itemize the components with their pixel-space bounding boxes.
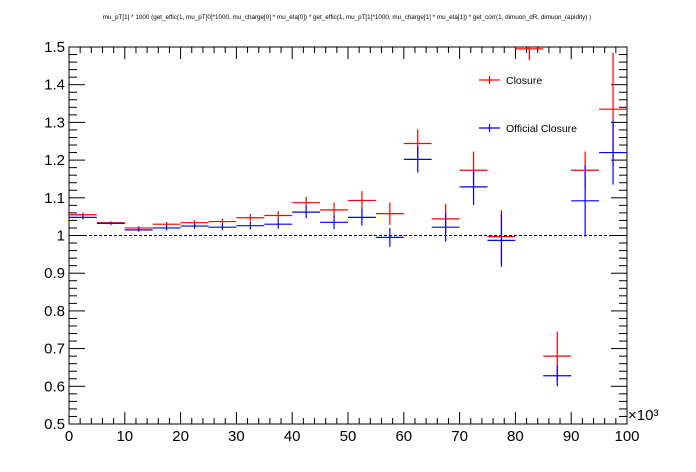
- legend-label-official-closure: Official Closure: [506, 123, 577, 135]
- x-tick-label: 60: [395, 428, 412, 445]
- data-point-official-closure: [96, 221, 125, 225]
- data-point-official-closure: [375, 227, 404, 247]
- y-tick-label: 1.4: [44, 77, 65, 94]
- data-point-closure: [348, 191, 376, 210]
- x-multiplier-label: ×10³: [628, 407, 658, 424]
- data-point-closure: [515, 47, 544, 61]
- chart-title: mu_pT[1] * 1000 (get_effic(1, mu_pT[0]*1…: [103, 14, 591, 21]
- data-point-official-closure: [431, 212, 460, 242]
- data-point-closure: [236, 214, 265, 222]
- x-tick-label: 10: [116, 428, 133, 445]
- x-tick-label: 30: [228, 428, 245, 445]
- y-tick-label: 1.3: [44, 114, 65, 131]
- data-point-official-closure: [320, 215, 348, 230]
- data-point-closure: [264, 210, 293, 221]
- data-point-official-closure: [348, 209, 376, 226]
- y-tick-label: 1.1: [44, 190, 65, 207]
- data-point-official-closure: [124, 227, 153, 232]
- data-point-official-closure: [487, 214, 516, 267]
- data-point-official-closure: [236, 221, 265, 230]
- y-tick-label: 0.8: [44, 303, 65, 320]
- plot-area: 0.5 0.6 0.7 0.8 0.9 1 1.1 1.2 1.3 1.4 1.5 0 10 20 30 40…: [44, 39, 639, 445]
- data-point-official-closure: [459, 168, 488, 205]
- data-point-official-closure: [599, 120, 627, 185]
- x-tick-label: 20: [172, 428, 189, 445]
- x-tick-label: 50: [340, 428, 357, 445]
- data-point-official-closure: [403, 146, 432, 173]
- x-tick-label: 100: [614, 428, 639, 445]
- data-point-official-closure: [208, 224, 237, 231]
- x-tick-label: 80: [507, 428, 524, 445]
- y-tick-label: 1.5: [44, 39, 65, 56]
- y-tick-label: 1: [57, 228, 65, 245]
- x-tick-label: 70: [451, 428, 468, 445]
- x-tick-label: 0: [65, 428, 73, 445]
- y-tick-label: 0.9: [44, 265, 65, 282]
- y-tick-label: 0.7: [44, 341, 65, 358]
- data-point-official-closure: [292, 206, 321, 219]
- data-point-closure: [375, 202, 404, 225]
- data-point-official-closure: [69, 215, 97, 220]
- x-tick-label: 90: [563, 428, 580, 445]
- y-tick-label: 1.2: [44, 152, 65, 169]
- y-tick-label: 0.5: [44, 416, 65, 433]
- data-point-closure: [208, 218, 237, 225]
- data-point-official-closure: [152, 225, 181, 231]
- data-point-official-closure: [264, 219, 293, 229]
- data-point-closure: [320, 202, 348, 218]
- legend-label-closure: Closure: [506, 75, 542, 87]
- y-tick-label: 0.6: [44, 378, 65, 395]
- data-point-official-closure: [571, 165, 600, 237]
- x-tick-label: 40: [284, 428, 301, 445]
- data-point-official-closure: [180, 223, 209, 229]
- data-point-official-closure: [543, 365, 572, 387]
